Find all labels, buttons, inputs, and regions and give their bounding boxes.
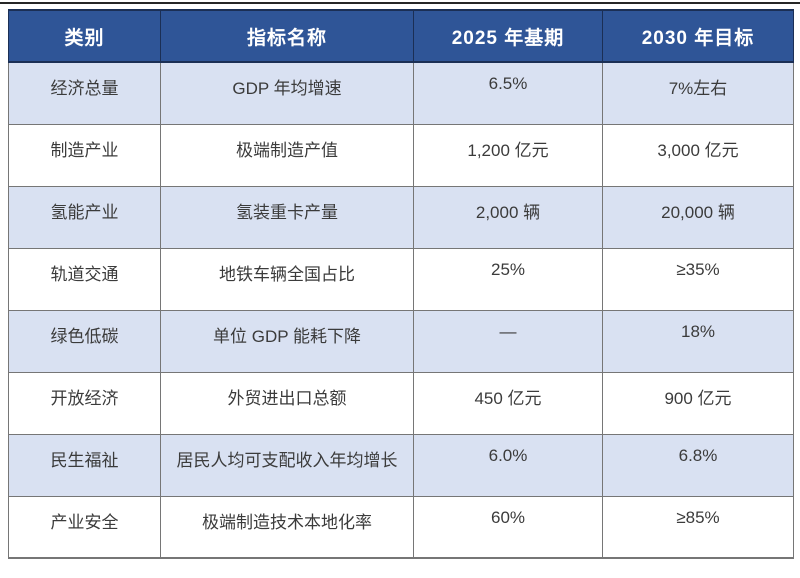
- cell-indicator: 氢装重卡产量: [160, 185, 414, 249]
- cell-2030-target: ≥85%: [602, 495, 794, 559]
- cell-2030-target: 3,000 亿元: [602, 123, 794, 187]
- cell-2025-base: 1,200 亿元: [413, 123, 603, 187]
- table-row: 氢能产业 氢装重卡产量 2,000 辆 20,000 辆: [8, 185, 794, 249]
- top-rule-divider: [0, 2, 800, 4]
- cell-2030-target: 6.8%: [602, 433, 794, 497]
- cell-2025-base: 60%: [413, 495, 603, 559]
- cell-indicator: 地铁车辆全国占比: [160, 247, 414, 311]
- cell-category: 经济总量: [8, 61, 161, 125]
- cell-category: 制造产业: [8, 123, 161, 187]
- cell-indicator: 极端制造产值: [160, 123, 414, 187]
- header-cell-2030-target: 2030 年目标: [602, 9, 794, 63]
- cell-2025-base: 6.0%: [413, 433, 603, 497]
- cell-2025-base: 25%: [413, 247, 603, 311]
- cell-indicator: 单位 GDP 能耗下降: [160, 309, 414, 373]
- cell-indicator: 外贸进出口总额: [160, 371, 414, 435]
- cell-2030-target: 7%左右: [602, 61, 794, 125]
- kpi-targets-table: 类别 指标名称 2025 年基期 2030 年目标 经济总量 GDP 年均增速 …: [8, 9, 794, 559]
- header-cell-indicator: 指标名称: [160, 9, 414, 63]
- cell-2030-target: 20,000 辆: [602, 185, 794, 249]
- cell-indicator: GDP 年均增速: [160, 61, 414, 125]
- table-row: 开放经济 外贸进出口总额 450 亿元 900 亿元: [8, 371, 794, 435]
- cell-2030-target: ≥35%: [602, 247, 794, 311]
- table-row: 绿色低碳 单位 GDP 能耗下降 — 18%: [8, 309, 794, 373]
- header-row: 类别 指标名称 2025 年基期 2030 年目标: [8, 9, 794, 63]
- cell-category: 轨道交通: [8, 247, 161, 311]
- cell-2025-base: 6.5%: [413, 61, 603, 125]
- table-body: 经济总量 GDP 年均增速 6.5% 7%左右 制造产业 极端制造产值 1,20…: [8, 61, 794, 559]
- table-header: 类别 指标名称 2025 年基期 2030 年目标: [8, 9, 794, 63]
- cell-category: 开放经济: [8, 371, 161, 435]
- cell-indicator: 居民人均可支配收入年均增长: [160, 433, 414, 497]
- table-row: 民生福祉 居民人均可支配收入年均增长 6.0% 6.8%: [8, 433, 794, 497]
- cell-2030-target: 18%: [602, 309, 794, 373]
- table-row: 轨道交通 地铁车辆全国占比 25% ≥35%: [8, 247, 794, 311]
- cell-category: 绿色低碳: [8, 309, 161, 373]
- header-cell-category: 类别: [8, 9, 161, 63]
- cell-2030-target: 900 亿元: [602, 371, 794, 435]
- header-cell-2025-base: 2025 年基期: [413, 9, 603, 63]
- cell-2025-base: 450 亿元: [413, 371, 603, 435]
- cell-category: 产业安全: [8, 495, 161, 559]
- table-row: 产业安全 极端制造技术本地化率 60% ≥85%: [8, 495, 794, 559]
- table-row: 制造产业 极端制造产值 1,200 亿元 3,000 亿元: [8, 123, 794, 187]
- cell-category: 氢能产业: [8, 185, 161, 249]
- cell-2025-base: 2,000 辆: [413, 185, 603, 249]
- cell-indicator: 极端制造技术本地化率: [160, 495, 414, 559]
- cell-category: 民生福祉: [8, 433, 161, 497]
- cell-2025-base: —: [413, 309, 603, 373]
- table-row: 经济总量 GDP 年均增速 6.5% 7%左右: [8, 61, 794, 125]
